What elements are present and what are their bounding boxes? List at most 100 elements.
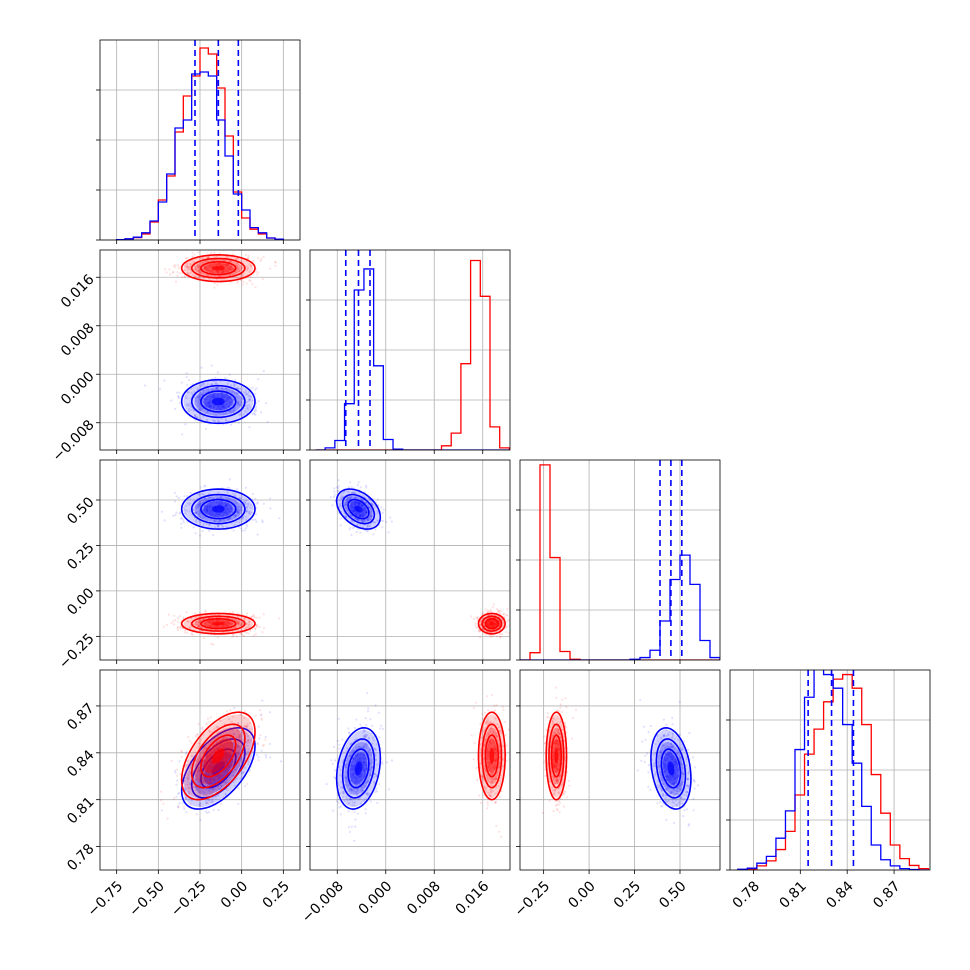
scatter-panel-3-1 [306,669,511,874]
x-tick-label: −0.25 [168,878,210,920]
x-tick-label: 0.50 [656,878,689,911]
panel-frame [309,669,511,871]
blue-contour [190,493,246,525]
scatter-panel-1-0 [96,249,301,454]
red-contour [180,254,256,283]
y-tick-label: 0.000 [58,369,98,409]
red-contour [200,734,237,778]
histogram-panel-2-2 [516,459,721,664]
grid-1-0 [100,250,300,450]
red-density-level [554,748,559,764]
y-tick-label: −0.008 [50,417,98,465]
y-tick-label: 0.81 [64,794,97,827]
blue-contour [650,727,692,810]
red-contour [190,615,246,632]
blue-contour [341,738,376,799]
red-contour [484,617,499,630]
x-tick-label: 0.016 [453,878,493,918]
blue-contour [347,748,370,789]
x-tick-label: 0.84 [823,878,856,911]
blue-contour [200,748,237,789]
y-tick-label: 0.84 [64,747,97,780]
blue-density-level [667,761,675,776]
x-tick-label: 0.00 [565,878,598,911]
blue-contour [655,738,687,799]
red-contour [545,711,568,801]
x-tick-label: −0.50 [126,878,168,920]
blue-histogram-step [520,554,720,660]
x-tick-label: 0.78 [730,878,763,911]
red-histogram-step [520,464,720,660]
red-contour [200,261,237,276]
x-tick-label: 0.00 [218,878,251,911]
blue-histogram-step [116,71,284,240]
red-density-level [211,621,225,626]
blue-contour [347,498,370,520]
y-tick-label: −0.25 [56,631,98,673]
red-density-level [211,748,225,764]
grid-1-1 [310,250,510,451]
blue-density-level [211,761,225,776]
histogram-panel-0-0 [96,39,301,244]
blue-contour [335,727,382,810]
blue-contour [341,493,376,525]
blue-contour [660,748,682,789]
x-tick-label: 0.25 [260,878,293,911]
scatter-panel-3-0 [96,669,301,874]
blue-density-level [211,397,225,406]
x-tick-label: 0.008 [404,878,444,918]
x-tick-label: 0.87 [870,878,903,911]
blue-contour [335,488,382,530]
panel-frame [519,669,721,871]
blue-density-level [354,761,363,776]
scatter-panel-2-1 [306,459,511,664]
red-contour [477,612,506,635]
red-contour [190,723,246,789]
scatter-panel-2-0 [96,459,301,664]
x-tick-label: 0.81 [777,878,810,911]
x-tick-label: −0.75 [85,878,127,920]
y-tick-label: 0.87 [64,700,97,733]
y-tick-label: 0.008 [58,320,98,360]
red-histogram-step [315,259,510,450]
red-histogram-step [737,673,930,870]
x-tick-label: 0.000 [356,878,396,918]
red-contour [481,723,503,789]
x-tick-label: 0.25 [611,878,644,911]
histogram-panel-3-3 [726,669,931,874]
x-tick-label: −0.008 [299,878,347,926]
grid-3-3 [730,670,930,871]
blue-contour [180,488,256,530]
blue-contour [200,390,237,413]
y-tick-label: 0.50 [64,494,97,527]
blue-contour [180,727,256,810]
blue-density-level [211,505,225,513]
red-density-level [489,748,495,764]
red-contour [550,734,563,778]
y-tick-label: 0.016 [58,272,98,312]
red-contour [548,723,565,789]
red-contour [200,617,237,630]
red-contour [180,612,256,635]
y-tick-label: 0.78 [64,841,97,874]
x-tick-label: −0.25 [512,878,554,920]
blue-histogram-step [737,670,929,870]
blue-contour [190,384,246,419]
panel-frame [309,459,511,661]
y-tick-label: 0.00 [64,585,97,618]
blue-contour [180,378,256,425]
red-contour [180,711,256,801]
red-contour [481,615,503,632]
red-contour [190,257,246,279]
red-density-level [211,265,225,271]
blue-histogram-step [315,268,510,450]
red-contour [477,711,506,801]
y-tick-label: 0.25 [64,540,97,573]
scatter-panel-3-2 [516,669,721,874]
red-density-level [489,621,495,626]
blue-density-level [354,505,363,513]
red-contour [484,734,499,778]
blue-contour [200,498,237,520]
histogram-panel-1-1 [306,249,511,454]
